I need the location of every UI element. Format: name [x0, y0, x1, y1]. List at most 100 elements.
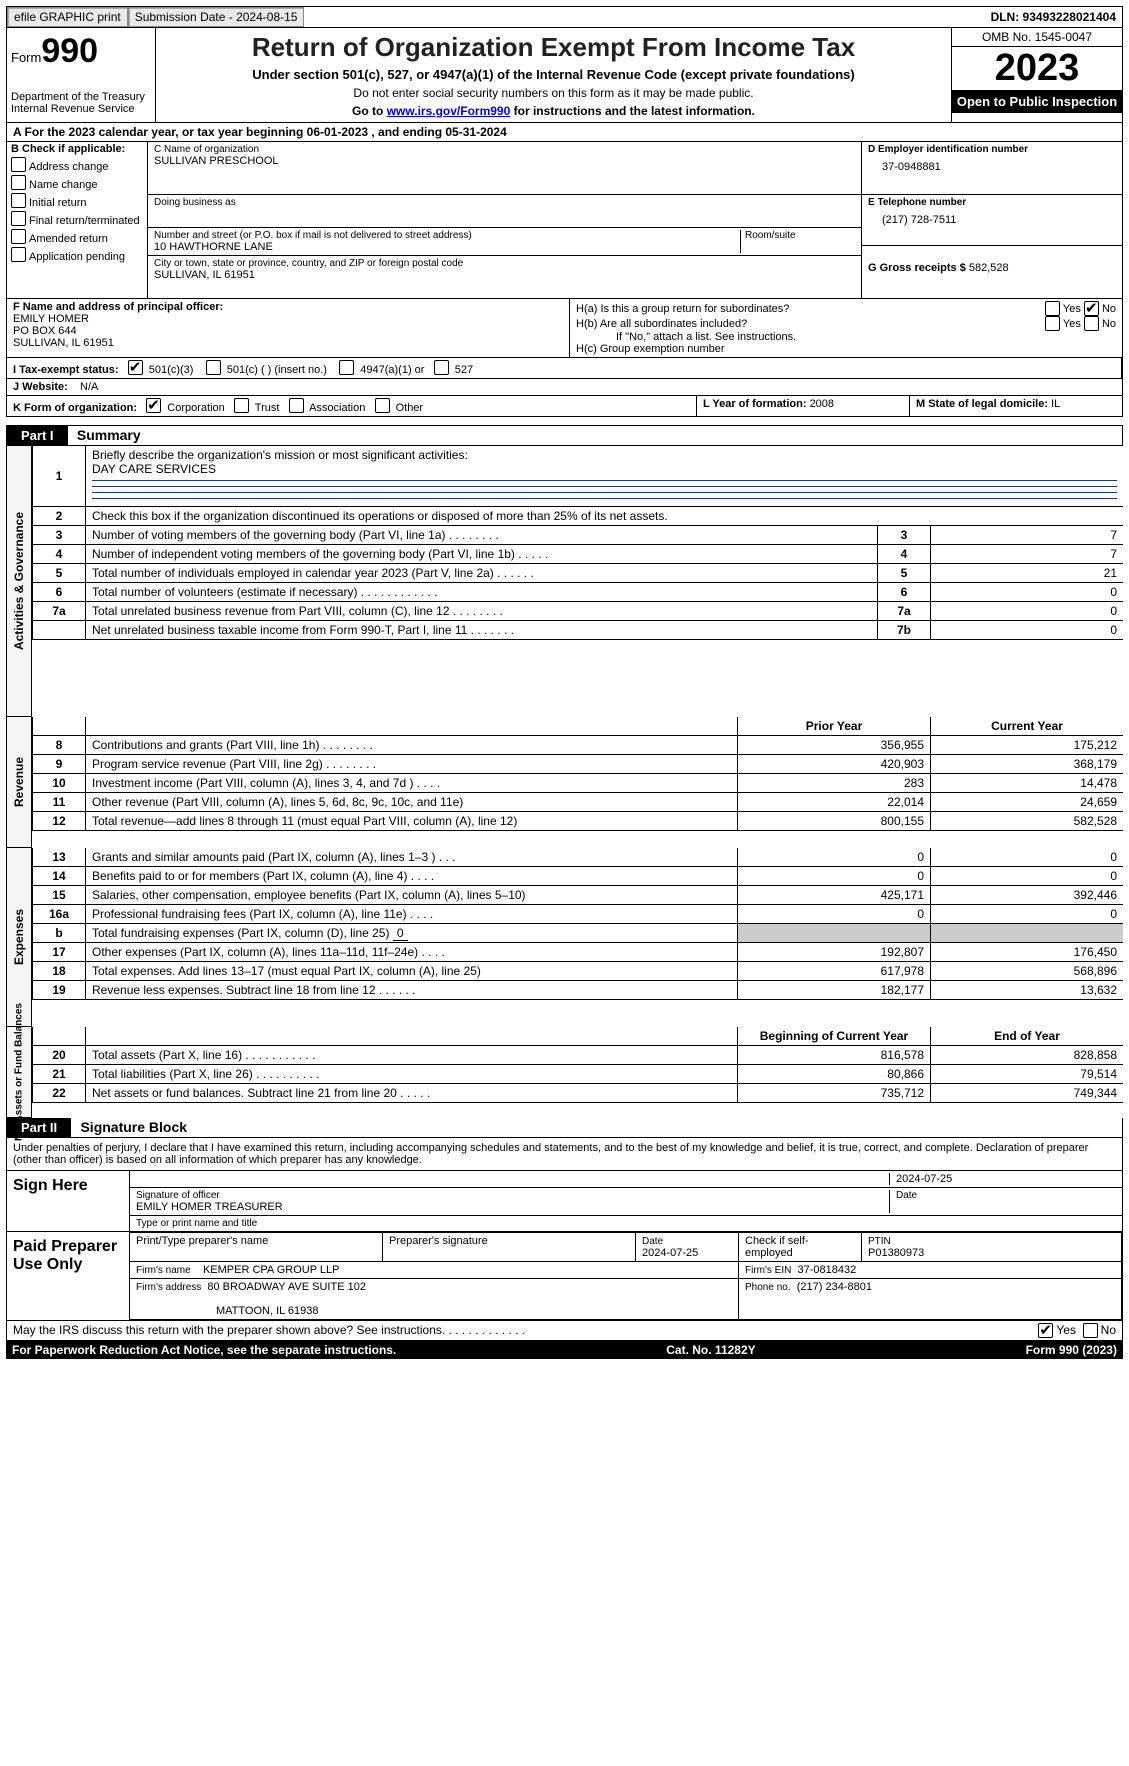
- hdr-prior: Prior Year: [738, 717, 931, 736]
- discuss-row: May the IRS discuss this return with the…: [6, 1321, 1123, 1341]
- ln-2: 2: [33, 507, 86, 526]
- part2-header: Part II Signature Block: [6, 1118, 1123, 1138]
- footer-right: Form 990 (2023): [1026, 1343, 1117, 1357]
- taxexempt-label: I Tax-exempt status:: [13, 364, 119, 376]
- state-dom-label: M State of legal domicile:: [916, 398, 1051, 410]
- hb-yes[interactable]: [1045, 316, 1060, 331]
- website-label: J Website:: [13, 381, 68, 393]
- form-header: Form990 Department of the Treasury Inter…: [6, 28, 1123, 123]
- dba-label: Doing business as: [154, 197, 855, 208]
- check-name[interactable]: Name change: [7, 174, 147, 192]
- expenses-table: 13Grants and similar amounts paid (Part …: [32, 848, 1123, 1000]
- discuss-text: May the IRS discuss this return with the…: [13, 1323, 1038, 1338]
- sig-date-label: Date: [889, 1190, 1116, 1213]
- submission-date-button[interactable]: Submission Date - 2024-08-15: [128, 7, 305, 27]
- open-public-badge: Open to Public Inspection: [952, 90, 1122, 113]
- check-other[interactable]: [375, 398, 390, 413]
- form-id-block: Form990 Department of the Treasury Inter…: [7, 28, 156, 122]
- k-l-m-row: K Form of organization: Corporation Trus…: [6, 396, 1123, 417]
- tel-value: (217) 728-7511: [882, 214, 1116, 226]
- form-title-block: Return of Organization Exempt From Incom…: [156, 28, 951, 122]
- i-row: I Tax-exempt status: 501(c)(3) 501(c) ( …: [6, 358, 1123, 379]
- form-label: Form: [11, 50, 41, 65]
- box-f: F Name and address of principal officer:…: [7, 299, 570, 357]
- check-final[interactable]: Final return/terminated: [7, 210, 147, 228]
- tel-label: E Telephone number: [868, 197, 1116, 208]
- officer-name: EMILY HOMER: [13, 313, 563, 325]
- f-h-row: F Name and address of principal officer:…: [6, 299, 1123, 358]
- hc-label: H(c) Group exemption number: [576, 343, 1116, 355]
- check-address[interactable]: Address change: [7, 156, 147, 174]
- omb-number: OMB No. 1545-0047: [952, 28, 1122, 47]
- goto-post: for instructions and the latest informat…: [514, 104, 755, 118]
- line1-value: DAY CARE SERVICES: [92, 462, 216, 476]
- box-d-e-g: D Employer identification number 37-0948…: [862, 142, 1122, 298]
- efile-button[interactable]: efile GRAPHIC print: [7, 7, 128, 27]
- j-row: J Website: N/A: [6, 379, 1123, 396]
- box-c: C Name of organization SULLIVAN PRESCHOO…: [148, 142, 862, 298]
- goto-note: Go to www.irs.gov/Form990 for instructio…: [164, 104, 943, 118]
- check-trust[interactable]: [234, 398, 249, 413]
- ln-3: 3: [33, 526, 86, 545]
- side-expenses: Expenses: [12, 909, 26, 965]
- irs-label: Internal Revenue Service: [11, 103, 151, 115]
- declaration: Under penalties of perjury, I declare th…: [6, 1138, 1123, 1171]
- typeprint-label: Type or print name and title: [130, 1216, 1122, 1231]
- sigof-label: Signature of officer: [136, 1190, 889, 1201]
- check-527[interactable]: [434, 360, 449, 375]
- side-netassets: Net Assets or Fund Balances: [14, 1003, 25, 1141]
- ein-value: 37-0948881: [882, 161, 1116, 173]
- check-501c3[interactable]: [128, 360, 143, 375]
- check-amended[interactable]: Amended return: [7, 228, 147, 246]
- state-dom-value: IL: [1051, 398, 1060, 410]
- check-initial[interactable]: Initial return: [7, 192, 147, 210]
- officer-addr1: PO BOX 644: [13, 325, 563, 337]
- hb-note: If "No," attach a list. See instructions…: [616, 331, 1116, 343]
- year-form-label: L Year of formation:: [703, 398, 810, 410]
- hdr-cur: Current Year: [931, 717, 1124, 736]
- check-corp[interactable]: [146, 398, 161, 413]
- part2-title: Signature Block: [80, 1119, 187, 1135]
- formorg-label: K Form of organization:: [13, 402, 137, 414]
- ha-yes[interactable]: [1045, 301, 1060, 316]
- sig-date-val: 2024-07-25: [889, 1173, 1116, 1185]
- ein-label: D Employer identification number: [868, 144, 1116, 155]
- department-label: Department of the Treasury: [11, 91, 151, 103]
- hb-no[interactable]: [1084, 316, 1099, 331]
- check-501c[interactable]: [206, 360, 221, 375]
- sign-here-label: Sign Here: [7, 1171, 130, 1231]
- form-990-page: efile GRAPHIC print Submission Date - 20…: [0, 0, 1129, 1365]
- street-address: 10 HAWTHORNE LANE: [154, 241, 740, 253]
- line2: Check this box if the organization disco…: [86, 507, 1124, 526]
- side-revenue: Revenue: [12, 757, 26, 807]
- tax-year: 2023: [952, 47, 1122, 90]
- discuss-yes[interactable]: [1038, 1323, 1053, 1338]
- period-row: A For the 2023 calendar year, or tax yea…: [6, 123, 1123, 142]
- activities-section: Activities & Governance 1 Briefly descri…: [6, 446, 1123, 717]
- officer-addr2: SULLIVAN, IL 61951: [13, 337, 563, 349]
- form-subtitle: Under section 501(c), 527, or 4947(a)(1)…: [164, 67, 943, 82]
- org-name-label: C Name of organization: [154, 144, 855, 155]
- part1-header: Part I Summary: [6, 425, 1123, 446]
- ha-no[interactable]: [1084, 301, 1099, 316]
- officer-sig-name: EMILY HOMER TREASURER: [136, 1201, 889, 1213]
- footer-left: For Paperwork Reduction Act Notice, see …: [12, 1343, 396, 1357]
- dln-label: DLN: 93493228021404: [985, 8, 1122, 26]
- ln-1: 1: [33, 446, 86, 507]
- check-pending[interactable]: Application pending: [7, 246, 147, 264]
- discuss-no[interactable]: [1083, 1323, 1098, 1338]
- revenue-table: Prior YearCurrent Year 8Contributions an…: [32, 717, 1123, 831]
- paid-preparer-label: Paid Preparer Use Only: [7, 1232, 130, 1320]
- preparer-block: Paid Preparer Use Only Print/Type prepar…: [6, 1232, 1123, 1321]
- part1-title: Summary: [77, 427, 141, 443]
- form990-link[interactable]: www.irs.gov/Form990: [387, 104, 511, 118]
- sign-here-block: Sign Here 2024-07-25 Signature of office…: [6, 1171, 1123, 1232]
- line3-desc: Number of voting members of the governin…: [86, 526, 878, 545]
- check-4947[interactable]: [339, 360, 354, 375]
- pp-sig-label: Preparer's signature: [383, 1233, 636, 1262]
- check-assoc[interactable]: [289, 398, 304, 413]
- year-form-value: 2008: [810, 398, 834, 410]
- hb-label: H(b) Are all subordinates included?: [576, 318, 1045, 330]
- preparer-table: Print/Type preparer's name Preparer's si…: [130, 1232, 1122, 1320]
- netassets-table: Beginning of Current YearEnd of Year 20T…: [32, 1027, 1123, 1103]
